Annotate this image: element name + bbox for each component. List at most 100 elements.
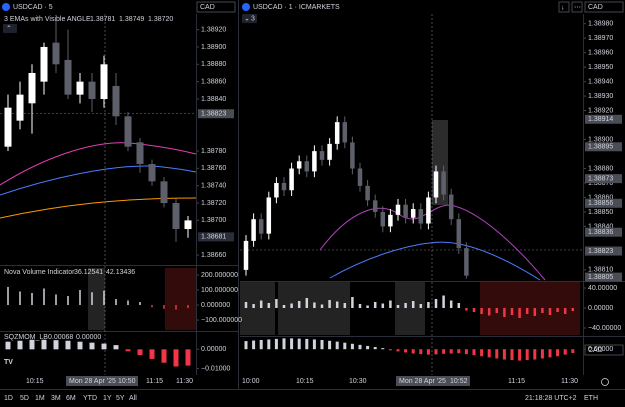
collapse-button[interactable] xyxy=(3,24,17,33)
histogram-bar xyxy=(358,304,362,308)
toolbar-button[interactable] xyxy=(558,1,570,13)
collapse-icon[interactable]: ⌄ xyxy=(244,15,250,22)
price-label: 1.38873 xyxy=(588,175,613,182)
study-value: 1.38781 xyxy=(90,16,115,23)
range-button[interactable]: 1M xyxy=(35,395,45,402)
histogram-bar xyxy=(127,300,129,306)
price-label-box xyxy=(585,142,622,152)
histogram-bar xyxy=(137,349,143,356)
volume-shade xyxy=(88,268,105,330)
histogram-bar xyxy=(381,303,385,308)
range-button[interactable]: 5D xyxy=(20,395,29,402)
menu-icon[interactable]: ⋯ xyxy=(574,4,581,11)
histogram-bar xyxy=(151,305,153,308)
histogram-bar xyxy=(259,339,263,350)
histogram-bar xyxy=(328,340,332,350)
histogram-bar xyxy=(548,349,552,358)
histogram-bar xyxy=(449,300,453,308)
histogram-bar xyxy=(267,303,271,308)
histogram-bar xyxy=(259,300,263,308)
session[interactable]: ETH xyxy=(584,395,598,402)
collapse-icon[interactable]: ⌃ xyxy=(6,24,12,32)
histogram-bar xyxy=(533,349,537,360)
histogram-bar xyxy=(161,349,167,363)
y-tick-label: 100.000000 xyxy=(201,287,238,294)
collapse-button[interactable] xyxy=(242,14,257,23)
histogram-bar xyxy=(77,341,83,350)
y-tick-label: 1.38850 xyxy=(588,209,613,216)
histogram-bar xyxy=(282,338,286,350)
crosshair-time: 10:50 xyxy=(118,378,136,385)
indicator-name: SQZMOM_LB xyxy=(4,334,48,341)
histogram-bar xyxy=(67,295,69,306)
candle-body xyxy=(319,151,325,160)
y-tick-label: 0.00000 xyxy=(201,346,226,353)
range-button[interactable]: 5Y xyxy=(116,395,125,402)
price-label: 1.38823 xyxy=(588,248,613,255)
histogram-bar xyxy=(175,305,177,310)
histogram-bar xyxy=(297,301,301,308)
range-button[interactable]: 1Y xyxy=(103,395,112,402)
histogram-bar xyxy=(29,339,35,350)
y-tick-label: 0.00000 xyxy=(588,346,613,353)
x-tick-label: 11:30 xyxy=(561,378,578,385)
histogram-bar xyxy=(571,308,575,311)
currency[interactable]: CAD xyxy=(588,4,603,11)
candle-body xyxy=(418,209,424,224)
study-name[interactable]: 3 EMAs with Visible ANGLE xyxy=(4,16,91,23)
candle-body xyxy=(76,81,84,95)
y-tick-label: 1.38900 xyxy=(201,44,226,51)
range-button[interactable]: 1D xyxy=(4,395,13,402)
histogram-bar xyxy=(103,290,105,306)
currency[interactable]: CAD xyxy=(200,4,215,11)
symbol[interactable]: USDCAD · 1 · ICMARKETS xyxy=(253,4,340,11)
histogram-bar xyxy=(510,349,514,361)
histogram-bar xyxy=(563,349,567,355)
histogram-bar xyxy=(404,303,407,308)
candle-body xyxy=(40,46,48,82)
histogram-bar xyxy=(457,303,461,308)
currency-button[interactable] xyxy=(584,1,624,13)
histogram-bar xyxy=(502,349,506,360)
range-button[interactable]: YTD xyxy=(83,395,97,402)
histogram-bar xyxy=(495,349,499,359)
range-button[interactable]: 3M xyxy=(51,395,61,402)
y-tick-label: 0.000000 xyxy=(201,302,230,309)
download-icon[interactable]: ↓ xyxy=(561,4,565,11)
histogram-bar xyxy=(312,339,316,350)
histogram-bar xyxy=(571,349,575,354)
candle-body xyxy=(448,194,454,220)
histogram-bar xyxy=(487,308,491,316)
histogram-bar xyxy=(91,292,93,306)
y-tick-label: −0.01000 xyxy=(201,365,230,372)
histogram-bar xyxy=(442,349,446,354)
histogram-bar xyxy=(5,341,11,350)
histogram-bar xyxy=(53,340,59,350)
histogram-bar xyxy=(275,299,278,308)
histogram-bar xyxy=(427,302,430,308)
currency-button[interactable] xyxy=(584,344,624,356)
candle-body xyxy=(350,142,355,169)
range-button[interactable]: All xyxy=(129,395,137,402)
currency[interactable]: CAD xyxy=(588,347,603,354)
candle-body xyxy=(304,161,310,172)
candle-body xyxy=(456,219,462,249)
y-tick-label: 1.38740 xyxy=(201,183,226,190)
histogram-bar xyxy=(540,349,544,359)
settings-icon[interactable] xyxy=(601,378,609,386)
currency-button[interactable] xyxy=(196,1,236,13)
range-button[interactable]: 6M xyxy=(66,395,76,402)
histogram-bar xyxy=(89,342,95,350)
y-tick-label: 1.38870 xyxy=(588,180,613,187)
price-label-box xyxy=(198,109,234,119)
study-value: 1.38720 xyxy=(148,16,173,23)
price-label: 1.38856 xyxy=(588,200,613,207)
symbol[interactable]: USDCAD · 5 xyxy=(13,4,53,11)
histogram-bar xyxy=(267,339,271,350)
histogram-bar xyxy=(548,308,552,315)
toolbar-button[interactable] xyxy=(571,1,583,13)
candle-body xyxy=(388,214,393,227)
candle-body xyxy=(433,171,439,198)
histogram-bar xyxy=(252,304,255,308)
collapsed-count[interactable]: 3 xyxy=(251,15,255,22)
